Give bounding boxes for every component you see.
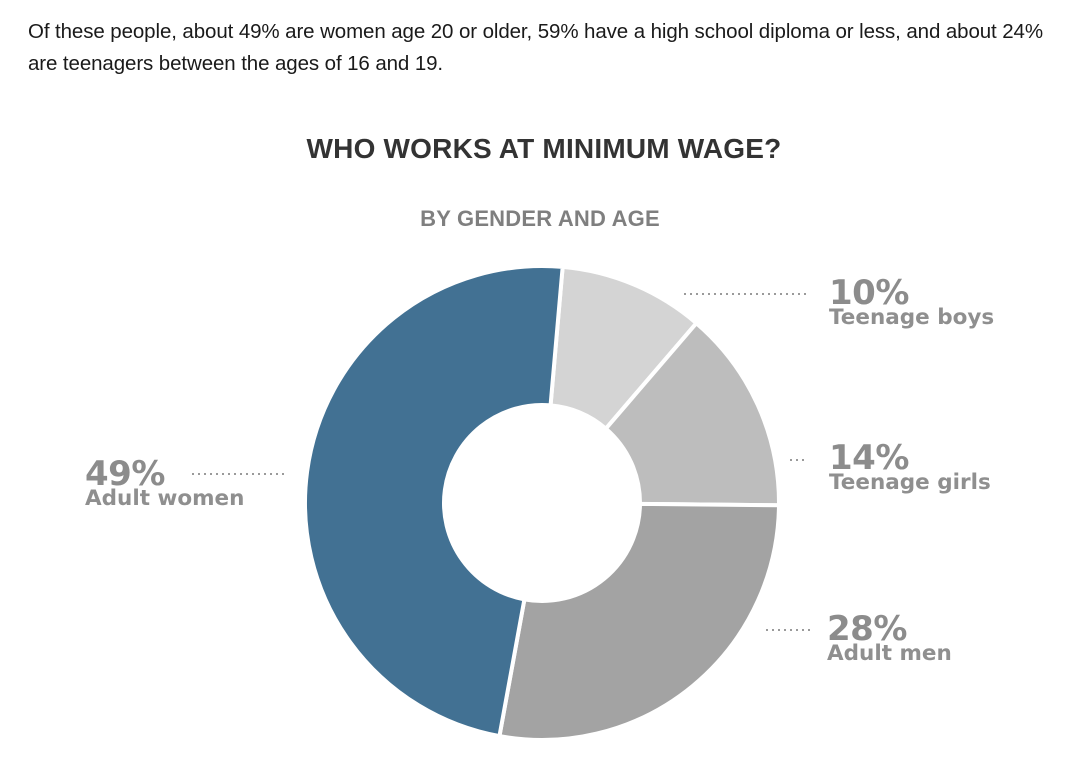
slice-value-label: 10% [829,273,909,313]
callout-teenage-boys: 10% Teenage boys [829,274,994,330]
chart-title: WHO WORKS AT MINIMUM WAGE? [306,133,782,164]
callout-adult-men: 28% Adult men [827,610,952,666]
callout-adult-women: 49% Adult women [85,455,244,511]
slice-value-label: 14% [829,438,909,478]
slice-adult-men [497,501,781,742]
slice-value-label: 28% [827,609,907,649]
slice-category-label: Teenage girls [829,470,991,495]
slice-category-label: Teenage boys [829,305,995,330]
slice-category-label: Adult men [827,641,952,666]
intro-paragraph: Of these people, about 49% are women age… [28,20,1043,75]
slice-teenage-girls [603,321,781,508]
slice-category-label: Adult women [85,486,245,511]
chart-subtitle: BY GENDER AND AGE [420,206,660,231]
callout-teenage-girls: 14% Teenage girls [829,439,991,495]
slice-value-label: 49% [85,454,165,494]
slice-adult-women [303,264,565,739]
